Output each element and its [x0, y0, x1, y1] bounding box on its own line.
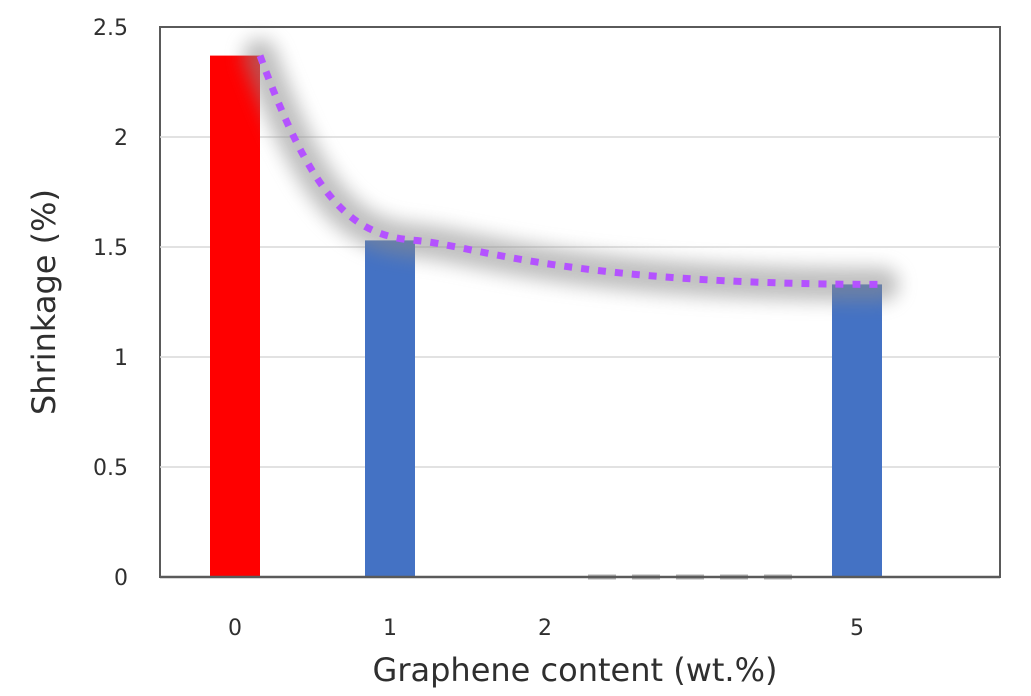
bar — [210, 55, 260, 578]
y-axis-title: Shrinkage (%) — [25, 189, 63, 415]
x-tick-label: 2 — [538, 616, 552, 641]
x-tick-label: 1 — [383, 616, 397, 641]
y-tick-label: 2.5 — [93, 16, 128, 41]
bars — [210, 55, 882, 578]
x-axis-title: Graphene content (wt.%) — [373, 651, 778, 689]
y-tick-label: 0 — [114, 566, 128, 591]
y-tick-labels: 0 0.5 1 1.5 2 2.5 — [93, 16, 128, 591]
x-tick-label: 5 — [850, 616, 864, 641]
y-tick-label: 2 — [114, 126, 128, 151]
bar — [832, 284, 882, 577]
trend-line — [243, 38, 899, 302]
y-tick-label: 1.5 — [93, 236, 128, 261]
x-tick-label: 0 — [228, 616, 242, 641]
trend-glow — [243, 38, 899, 302]
bar — [365, 240, 415, 577]
x-tick-labels: 0 1 2 5 — [228, 616, 864, 641]
y-tick-label: 1 — [114, 346, 128, 371]
y-tick-label: 0.5 — [93, 456, 128, 481]
